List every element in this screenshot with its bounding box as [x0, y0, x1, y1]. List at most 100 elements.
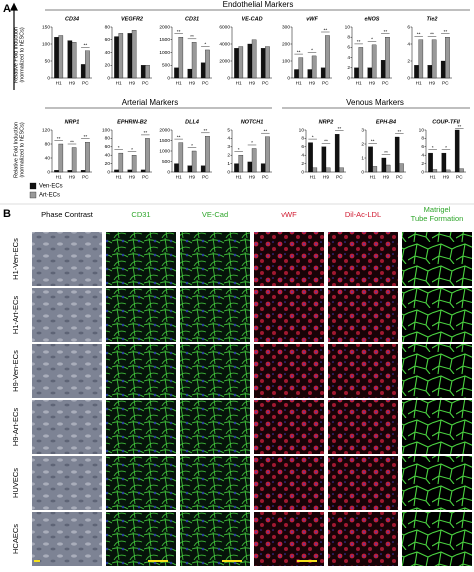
bar: [67, 170, 73, 173]
micrograph: [32, 456, 102, 510]
y-tick-label: 2: [301, 161, 304, 167]
x-tick-label: PC: [142, 80, 149, 86]
bar: [334, 134, 340, 173]
y-tick-label: 1500: [159, 138, 170, 144]
bar: [358, 47, 364, 79]
micrograph: [106, 400, 176, 454]
bar: [321, 146, 327, 173]
y-tick-label: 4: [347, 55, 350, 61]
y-tick-label: 80: [105, 24, 111, 30]
y-tick-label: 0: [361, 169, 364, 175]
bar: [251, 39, 257, 79]
row-label: H1-Ven-ECs: [11, 238, 20, 280]
significance: *: [311, 48, 313, 54]
micrograph: [402, 344, 472, 398]
legend-label: Ven-ECs: [39, 184, 63, 190]
significance: **: [83, 134, 87, 140]
significance: *: [312, 134, 314, 140]
x-tick-label: H1: [430, 174, 436, 180]
micrograph: [32, 288, 102, 342]
x-tick-label: H1: [56, 174, 62, 180]
bar: [372, 166, 378, 173]
bar: [298, 57, 304, 79]
y-tick-label: 2: [407, 58, 410, 64]
significance: **: [70, 139, 74, 145]
y-tick-label: 6: [407, 24, 410, 30]
y-tick-label: 6: [301, 144, 304, 150]
row-label: H9-Art-ECs: [11, 408, 20, 447]
y-tick-label: 10: [345, 24, 351, 30]
chart-title: VEGFR2: [121, 16, 143, 22]
bar: [131, 30, 137, 79]
y-tick-label: 4: [421, 152, 424, 158]
chart-title: EPHRIN-B2: [117, 119, 147, 125]
y-tick-label: 100: [42, 41, 50, 47]
bar: [200, 62, 206, 79]
x-tick-label: H9: [249, 174, 255, 180]
x-tick-label: H1: [236, 80, 242, 86]
significance: *: [191, 143, 193, 149]
bar: [265, 46, 270, 79]
significance: **: [384, 150, 388, 156]
significance: **: [397, 129, 401, 135]
micrograph: [328, 344, 398, 398]
bar: [238, 46, 244, 79]
y-tick-label: 6: [421, 144, 424, 150]
y-tick-label: 100: [282, 58, 290, 64]
x-tick-label: H9: [369, 80, 375, 86]
x-tick-label: H9: [309, 80, 315, 86]
column-header: Matrigel: [424, 205, 451, 214]
y-tick-label: 8: [301, 136, 304, 142]
bar: [260, 163, 266, 173]
chart-title: vWF: [306, 16, 318, 22]
bar: [325, 35, 330, 79]
x-tick-label: PC: [336, 174, 343, 180]
x-tick-label: H1: [370, 174, 376, 180]
y-tick-label: 3: [227, 144, 230, 150]
chart-title: NRP1: [65, 119, 80, 125]
significance: **: [83, 43, 87, 49]
chart-title: CD31: [185, 16, 199, 22]
y-tick-label: 20: [105, 161, 111, 167]
y-axis-label: Relative Fold Induction: [13, 27, 19, 83]
y-tick-label: 500: [162, 159, 170, 165]
bar: [178, 142, 184, 173]
y-tick-label: 2: [347, 65, 350, 71]
column-header: Phase Contrast: [41, 210, 94, 219]
y-tick-label: 40: [105, 50, 111, 56]
micrograph: [402, 288, 472, 342]
scale-bar: [34, 560, 40, 562]
x-tick-label: H9: [69, 80, 75, 86]
bar: [127, 169, 133, 173]
bar: [140, 65, 146, 79]
y-tick-label: 80: [105, 136, 111, 142]
x-tick-label: PC: [442, 80, 449, 86]
x-tick-label: H9: [429, 80, 435, 86]
x-tick-label: H1: [310, 174, 316, 180]
row-label: HCAECs: [11, 524, 20, 554]
x-tick-label: PC: [202, 80, 209, 86]
y-tick-label: 0: [47, 169, 50, 175]
y-tick-label: 0: [227, 169, 230, 175]
bar: [265, 136, 270, 173]
column-header: Dil-Ac-LDL: [345, 210, 381, 219]
legend-swatch: [29, 182, 37, 190]
bar: [200, 165, 206, 173]
bar: [234, 163, 239, 173]
bar: [247, 161, 253, 173]
bar: [238, 155, 244, 173]
chart-title: CD34: [65, 16, 79, 22]
significance: **: [443, 29, 447, 35]
y-tick-label: 8: [421, 136, 424, 142]
micrograph: [402, 232, 472, 286]
y-tick-label: 200: [282, 41, 290, 47]
significance: *: [371, 37, 373, 43]
significance: **: [177, 29, 181, 35]
y-tick-label: 8: [347, 34, 350, 40]
bar: [320, 67, 326, 79]
chart-title: NRP2: [319, 119, 334, 125]
significance: *: [238, 147, 240, 153]
micrograph: [254, 288, 324, 342]
bar: [114, 169, 119, 173]
significance: *: [251, 140, 253, 146]
